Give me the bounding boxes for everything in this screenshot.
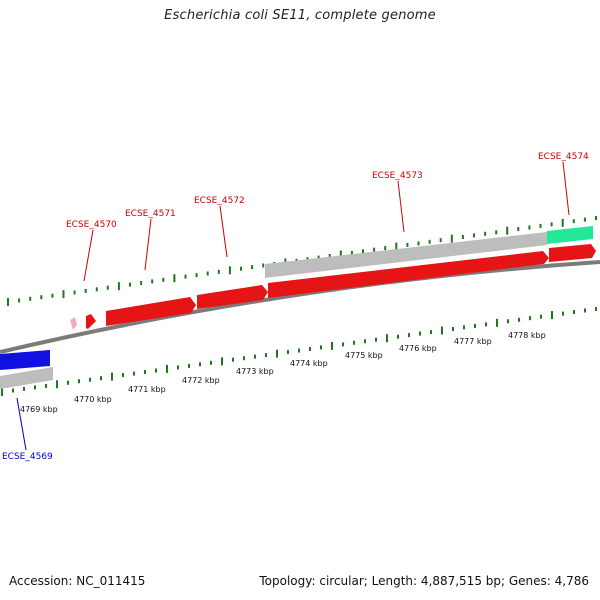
forward-gene-ecse-4573: [268, 251, 549, 298]
small-feature-pink: [70, 317, 77, 330]
gene-label-ecse-4571: ECSE_4571: [125, 209, 176, 219]
scale-label-4771: 4771 kbp: [128, 385, 166, 394]
rna-feature: [547, 226, 593, 244]
scale-label-4777: 4777 kbp: [454, 337, 492, 346]
gene-label-ecse-4569: ECSE_4569: [2, 452, 53, 462]
scale-label-4778: 4778 kbp: [508, 331, 546, 340]
forward-gene-ecse-4570: [86, 314, 96, 329]
genome-axis: [0, 260, 600, 354]
gene-label-ecse-4573: ECSE_4573: [372, 171, 423, 181]
scale-label-4773: 4773 kbp: [236, 367, 274, 376]
accession-text: Accession: NC_011415: [9, 574, 146, 588]
genome-title: Escherichia coli SE11, complete genome: [164, 8, 436, 23]
leader-ecse-4571: [144, 218, 152, 271]
scale-label-4774: 4774 kbp: [290, 359, 328, 368]
leader-ecse-4569: [16, 397, 27, 451]
leader-ecse-4572: [219, 205, 228, 258]
scale-label-4769: 4769 kbp: [20, 405, 58, 414]
scale-label-4775: 4775 kbp: [345, 351, 383, 360]
gene-label-ecse-4574: ECSE_4574: [538, 152, 589, 162]
leader-ecse-4574: [562, 161, 570, 216]
leader-ecse-4570: [83, 229, 94, 282]
reverse-gene-ecse-4569: [0, 350, 50, 370]
genome-summary-text: Topology: circular; Length: 4,887,515 bp…: [259, 574, 589, 588]
forward-gene-ecse-4572: [197, 285, 268, 309]
gray-feature-upper: [265, 232, 547, 278]
gray-feature-left: [0, 367, 53, 389]
scale-label-4776: 4776 kbp: [399, 344, 437, 353]
gene-label-ecse-4572: ECSE_4572: [194, 196, 245, 206]
scale-label-4772: 4772 kbp: [182, 376, 220, 385]
tick-marks: [1, 216, 597, 396]
forward-gene-ecse-4574: [549, 244, 596, 262]
gene-label-ecse-4570: ECSE_4570: [66, 220, 117, 230]
forward-gene-ecse-4571: [106, 297, 196, 326]
scale-label-4770: 4770 kbp: [74, 395, 112, 404]
leader-ecse-4573: [397, 180, 405, 233]
